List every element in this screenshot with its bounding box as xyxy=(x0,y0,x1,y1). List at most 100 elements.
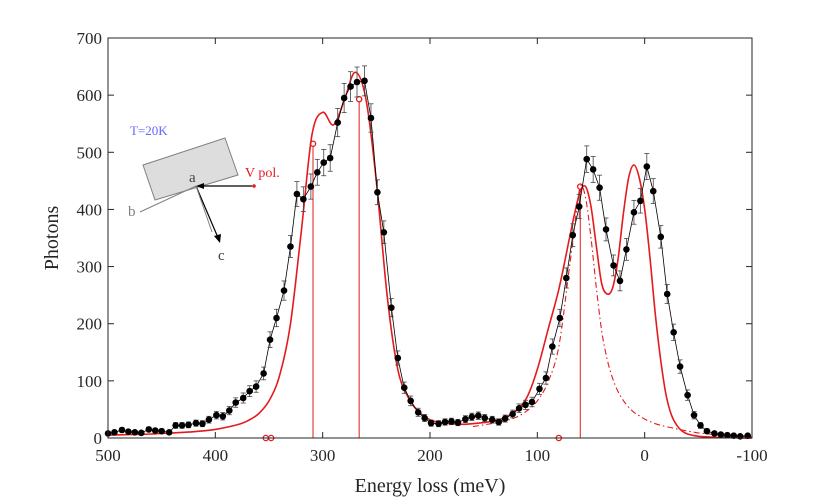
x-tick-label-2: 300 xyxy=(310,446,336,465)
data-point-88 xyxy=(697,422,704,429)
y-tick-label-7: 700 xyxy=(77,29,103,48)
data-point-10 xyxy=(172,422,179,429)
data-point-90 xyxy=(711,430,718,437)
data-point-47 xyxy=(421,414,428,422)
data-point-58 xyxy=(495,418,502,426)
data-point-89 xyxy=(703,427,711,435)
data-point-16 xyxy=(213,411,220,419)
x-tick-label-6: -100 xyxy=(736,446,767,465)
b-axis-line xyxy=(139,185,197,213)
data-point-25 xyxy=(273,314,280,322)
data-point-49 xyxy=(435,420,442,428)
data-point-40 xyxy=(374,188,381,196)
c-arrowhead-icon xyxy=(214,234,221,243)
data-point-2 xyxy=(118,426,126,434)
data-point-74 xyxy=(602,226,610,233)
geometry-inset: T=20K V pol. a b c xyxy=(128,123,280,264)
y-tick-label-1: 100 xyxy=(77,372,103,391)
beam-source-dot xyxy=(252,184,256,188)
data-point-27 xyxy=(287,243,294,250)
data-point-26 xyxy=(280,287,288,294)
data-point-93 xyxy=(730,432,738,440)
data-point-21 xyxy=(246,387,253,395)
c-axis-arrow xyxy=(195,185,220,241)
y-tick-label-0: 0 xyxy=(94,429,103,448)
y-tick-label-3: 300 xyxy=(77,258,103,277)
data-point-32 xyxy=(320,159,328,166)
x-tick-label-4: 100 xyxy=(525,446,551,465)
data-point-8 xyxy=(158,427,165,435)
data-point-24 xyxy=(266,336,274,344)
peak-marker-1 xyxy=(355,95,363,103)
incident-arrowhead-icon xyxy=(196,183,204,189)
data-point-17 xyxy=(219,412,227,420)
y-axis-title: Photons xyxy=(41,206,63,271)
data-point-28 xyxy=(293,190,301,198)
data-point-95 xyxy=(744,432,752,440)
data-point-59 xyxy=(501,415,509,422)
data-line xyxy=(107,80,748,437)
data-point-3 xyxy=(125,428,132,436)
data-point-84 xyxy=(670,328,677,336)
y-tick-label-5: 500 xyxy=(77,143,103,162)
data-point-78 xyxy=(630,208,638,216)
axis-c-label: c xyxy=(218,248,225,264)
data-point-22 xyxy=(252,383,260,390)
y-tick-label-4: 400 xyxy=(77,200,103,219)
data-point-67 xyxy=(556,314,564,322)
data-point-38 xyxy=(361,77,368,85)
data-point-65 xyxy=(542,374,550,382)
data-point-56 xyxy=(481,414,489,422)
x-tick-label-3: 200 xyxy=(417,446,443,465)
data-point-69 xyxy=(569,231,577,239)
data-point-76 xyxy=(616,277,624,285)
data-point-44 xyxy=(400,384,408,392)
data-point-64 xyxy=(536,385,543,393)
y-tick-label-2: 200 xyxy=(77,315,103,334)
data-point-52 xyxy=(454,419,462,426)
tick-marks: 500 400 300 200 100 0 -100 0 100 200 300 400 500 600 7… xyxy=(77,29,768,465)
data-point-9 xyxy=(165,428,173,436)
data-point-75 xyxy=(610,262,617,269)
data-point-77 xyxy=(623,246,630,253)
data-point-57 xyxy=(488,416,496,424)
data-point-31 xyxy=(314,168,321,176)
data-point-4 xyxy=(131,428,139,436)
data-point-63 xyxy=(528,398,536,406)
data-point-35 xyxy=(340,94,348,102)
data-point-51 xyxy=(448,418,455,425)
polarization-label: V pol. xyxy=(245,166,280,181)
data-point-41 xyxy=(380,228,388,236)
data-point-36 xyxy=(347,83,354,90)
fit-component-curve xyxy=(472,184,753,438)
data-point-83 xyxy=(663,290,671,298)
data-point-46 xyxy=(414,408,422,416)
data-point-81 xyxy=(649,187,657,195)
data-point-48 xyxy=(427,419,435,427)
data-point-30 xyxy=(307,183,315,190)
data-point-37 xyxy=(353,78,361,86)
data-point-86 xyxy=(684,391,691,399)
x-tick-label-5: 0 xyxy=(640,446,649,465)
data-point-34 xyxy=(334,119,341,126)
temperature-label: T=20K xyxy=(130,123,168,138)
data-point-80 xyxy=(643,163,651,170)
data-point-85 xyxy=(676,363,684,370)
data-point-71 xyxy=(583,155,591,163)
data-point-15 xyxy=(205,416,213,424)
data-point-92 xyxy=(724,431,731,439)
x-tick-label-1: 400 xyxy=(203,446,229,465)
data-point-18 xyxy=(225,407,233,414)
data-point-20 xyxy=(239,394,247,402)
data-point-42 xyxy=(388,304,395,312)
data-point-61 xyxy=(515,404,523,412)
data-points xyxy=(104,65,752,440)
plot-frame xyxy=(107,37,753,439)
data-point-29 xyxy=(300,195,307,203)
sample-plate xyxy=(142,137,239,201)
data-point-79 xyxy=(637,197,644,205)
data-point-91 xyxy=(717,431,725,438)
data-point-1 xyxy=(111,428,118,436)
y-tick-label-6: 600 xyxy=(77,86,103,105)
